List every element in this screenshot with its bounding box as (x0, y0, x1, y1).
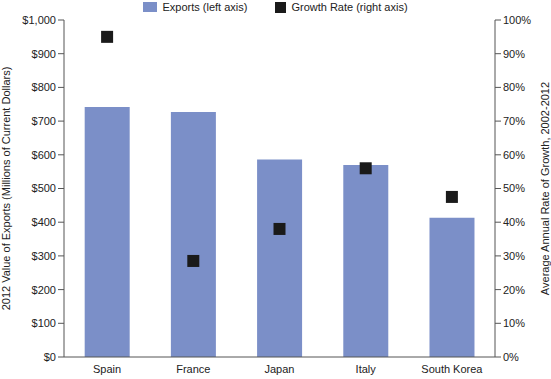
svg-text:Italy: Italy (356, 363, 377, 375)
svg-text:$1,000: $1,000 (22, 14, 56, 26)
svg-text:Spain: Spain (93, 363, 121, 375)
svg-text:70%: 70% (503, 115, 525, 127)
svg-text:$0: $0 (44, 351, 56, 363)
html-text:Growth Rate (right axis): Growth Rate (right axis) (291, 1, 408, 13)
svg-text:100%: 100% (503, 14, 531, 26)
svg-text:Japan: Japan (265, 363, 295, 375)
svg-text:$800: $800 (32, 81, 56, 93)
svg-text:$900: $900 (32, 48, 56, 60)
svg-text:30%: 30% (503, 250, 525, 262)
svg-text:50%: 50% (503, 182, 525, 194)
svg-text:$200: $200 (32, 284, 56, 296)
svg-text:60%: 60% (503, 149, 525, 161)
svg-text:$700: $700 (32, 115, 56, 127)
svg-text:$600: $600 (32, 149, 56, 161)
svg-text:South Korea: South Korea (421, 363, 483, 375)
svg-text:France: France (176, 363, 210, 375)
svg-text:40%: 40% (503, 216, 525, 228)
svg-text:90%: 90% (503, 48, 525, 60)
svg-text:$500: $500 (32, 182, 56, 194)
html-text:Exports (left axis): Exports (left axis) (162, 1, 248, 13)
svg-text:2012 Value of Exports (Million: 2012 Value of Exports (Millions of Curre… (8, 67, 12, 311)
svg-text:80%: 80% (503, 81, 525, 93)
svg-text:$400: $400 (32, 216, 56, 228)
svg-text:Average Annual Rate of Growth,: Average Annual Rate of Growth, 2002-2012 (539, 82, 543, 295)
svg-text:10%: 10% (503, 317, 525, 329)
svg-text:20%: 20% (503, 284, 525, 296)
svg-text:$100: $100 (32, 317, 56, 329)
svg-text:0%: 0% (503, 351, 519, 363)
svg-text:$300: $300 (32, 250, 56, 262)
